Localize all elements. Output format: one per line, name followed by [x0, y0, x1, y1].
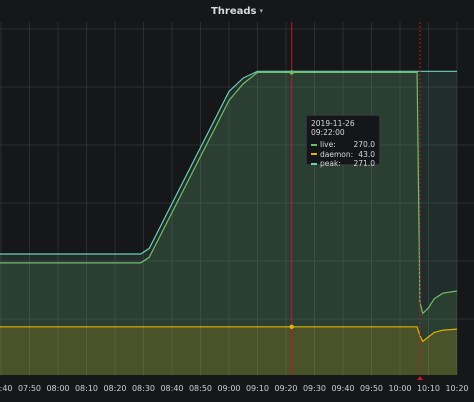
live-swatch [311, 143, 317, 146]
x-tick-label: 10:10 [417, 384, 440, 393]
x-tick-label: 08:30 [132, 384, 155, 393]
x-tick-label: 08:50 [189, 384, 212, 393]
peak-swatch [311, 162, 317, 165]
tooltip-series-value: 270.0 [353, 140, 375, 150]
x-tick-label: 09:30 [303, 384, 326, 393]
panel-title[interactable]: Threads [210, 5, 257, 17]
tooltip-row-daemon: daemon: 43.0 [311, 150, 375, 160]
daemon-swatch [311, 153, 317, 156]
hover-point-live [289, 70, 294, 75]
hover-tooltip: 2019-11-26 09:22:00 live: 270.0 daemon: … [306, 115, 380, 168]
tooltip-series-value: 43.0 [358, 149, 375, 159]
x-tick-label: 09:50 [360, 384, 383, 393]
tooltip-series-name: live: [320, 140, 336, 150]
x-tick-label: 09:00 [217, 384, 240, 393]
x-tick-label: 07:50 [18, 384, 41, 393]
tooltip-row-peak: peak: 271.0 [311, 159, 375, 169]
grid [0, 22, 474, 375]
x-tick-label: 09:10 [246, 384, 269, 393]
panel-header[interactable]: Threads ▾ [0, 0, 474, 22]
tooltip-series-name: peak: [320, 159, 341, 169]
hover-point-daemon [289, 324, 294, 330]
annotation-marker [416, 376, 423, 380]
series-areas [0, 71, 457, 375]
x-tick-label: 08:00 [46, 384, 69, 393]
x-tick-label: 09:40 [331, 384, 354, 393]
x-axis: 07:40 07:50 08:00 08:10 08:20 08:30 08:40 08:50… [0, 384, 469, 393]
tooltip-time: 2019-11-26 09:22:00 [311, 119, 355, 137]
tooltip-series-value: 271.0 [353, 159, 375, 169]
x-tick-label: 10:20 [445, 384, 468, 393]
chevron-down-icon[interactable]: ▾ [259, 7, 264, 15]
x-tick-label: 08:40 [160, 384, 183, 393]
tooltip-row-live: live: 270.0 [311, 140, 375, 150]
daemon-area [0, 326, 457, 375]
x-tick-label: 09:20 [274, 384, 297, 393]
tooltip-series-name: daemon: [320, 149, 354, 159]
x-tick-label: 10:00 [388, 384, 411, 393]
x-tick-label: 08:10 [75, 384, 98, 393]
x-tick-label: 07:40 [0, 384, 13, 393]
annotation-markers [289, 22, 423, 380]
x-tick-label: 08:20 [103, 384, 126, 393]
